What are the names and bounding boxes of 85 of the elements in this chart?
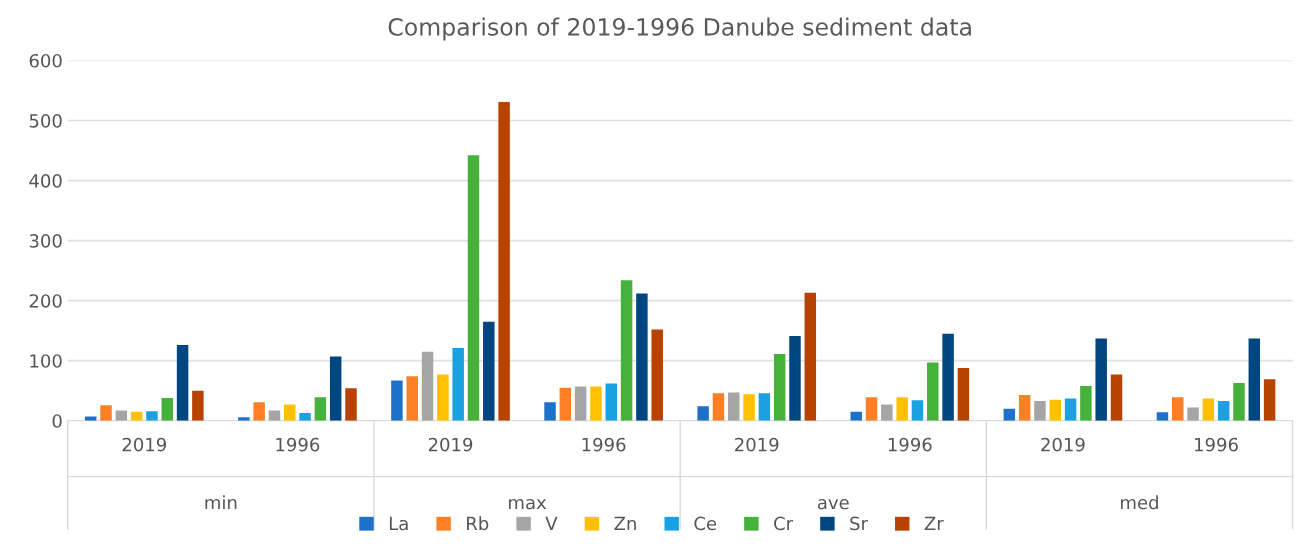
bar (176, 345, 189, 421)
bar (896, 397, 908, 421)
bar (743, 394, 755, 421)
x-tick-label: 1996 (276, 437, 320, 452)
y-tick-label: 100 (30, 354, 62, 368)
bar (1202, 398, 1215, 421)
bar (467, 155, 480, 421)
bar (406, 376, 418, 421)
y-tick-label: 600 (29, 53, 62, 68)
bar (1018, 394, 1031, 421)
bar (1248, 338, 1261, 421)
y-tick-label: 500 (29, 114, 62, 128)
bar (804, 292, 817, 421)
bar (942, 333, 954, 421)
x-tick-label: 2019 (735, 437, 779, 452)
bar (329, 356, 342, 421)
bar (881, 404, 893, 421)
bar (1233, 382, 1245, 421)
bar (574, 386, 587, 421)
x-tick-label: 1996 (1195, 437, 1238, 452)
bar (100, 405, 112, 421)
y-tick-label: 200 (29, 294, 62, 308)
x-tick-label: 1996 (582, 437, 626, 452)
bar (773, 354, 786, 421)
chart-title: Comparison of 2019-1996 Danube sediment data (388, 17, 971, 41)
bar (498, 101, 510, 421)
bar (1172, 397, 1184, 421)
legend-label: Rb (467, 516, 489, 531)
legend-label: Cr (774, 516, 794, 531)
bar (192, 390, 204, 421)
bar (146, 411, 158, 421)
bar (299, 412, 311, 421)
bar (850, 411, 862, 421)
bar (559, 387, 572, 421)
legend-label: Zn (614, 516, 636, 530)
bar (1187, 407, 1199, 421)
x-tick-label: 2019 (428, 437, 473, 452)
bar (452, 348, 464, 421)
bar (1064, 398, 1077, 421)
bar (1110, 374, 1123, 421)
bar (911, 400, 924, 421)
text: min (205, 495, 237, 510)
bar (1095, 338, 1107, 421)
y-tick-label: 0 (52, 414, 62, 428)
text: med (1121, 495, 1158, 510)
bar (605, 383, 618, 421)
bar (636, 293, 648, 421)
legend-label: La (389, 516, 408, 531)
bar (1080, 385, 1092, 421)
y-tick-label: 300 (29, 234, 62, 248)
bar (927, 362, 939, 421)
x-tick-label: 2019 (1041, 437, 1085, 452)
bar (345, 388, 357, 421)
bar (712, 393, 725, 421)
bar (1156, 412, 1169, 421)
bar (651, 329, 663, 421)
x-tick-label: 1996 (888, 437, 932, 452)
bar (437, 374, 449, 421)
bar (789, 336, 801, 421)
bar (253, 402, 265, 421)
legend-label: Zr (924, 516, 944, 530)
bar (1034, 400, 1046, 421)
legend-label: Ce (694, 516, 717, 531)
bar (391, 380, 403, 421)
bar (483, 321, 495, 421)
bar (590, 386, 602, 421)
bar (1263, 379, 1276, 421)
bar (697, 406, 709, 421)
legend-label: Sr (850, 516, 868, 531)
bar (728, 392, 740, 421)
bar (544, 402, 556, 421)
bar (1217, 400, 1230, 421)
text: max (509, 498, 547, 510)
bar (421, 351, 434, 421)
bar (620, 280, 633, 421)
text: ave (817, 498, 849, 510)
bar (314, 397, 327, 421)
bar (161, 397, 174, 421)
y-tick-label: 400 (29, 174, 62, 188)
legend-label: V (545, 516, 558, 530)
bar (865, 397, 878, 421)
bar (758, 393, 771, 421)
bar (957, 367, 970, 421)
bar (1049, 399, 1062, 421)
x-tick-label: 2019 (122, 437, 167, 452)
